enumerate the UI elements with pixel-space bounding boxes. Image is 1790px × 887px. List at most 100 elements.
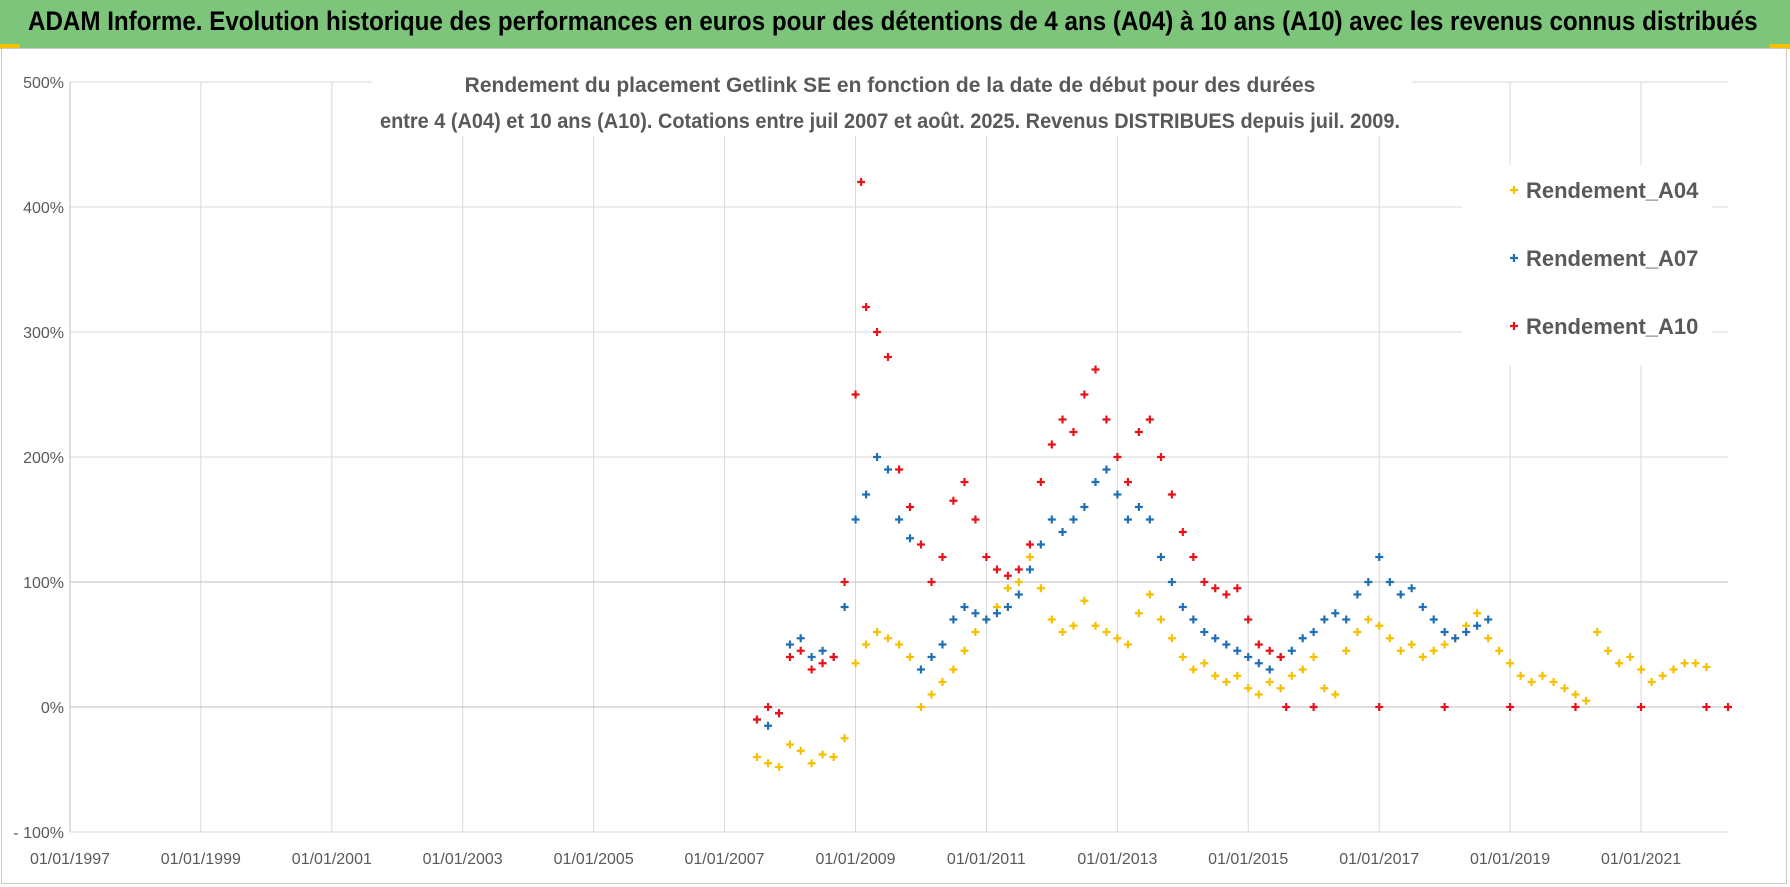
data-point: [895, 515, 904, 524]
data-point: [1091, 365, 1100, 374]
series-rendement-a10: [752, 178, 1732, 724]
x-tick-label: 01/01/2003: [423, 851, 503, 868]
data-point: [883, 353, 892, 361]
data-point: [1069, 428, 1078, 436]
data-point: [1331, 690, 1340, 699]
data-point: [1691, 659, 1700, 668]
data-point: [1282, 703, 1291, 711]
x-tick-label: 01/01/2011: [947, 851, 1026, 868]
legend-label: Rendement_A07: [1526, 246, 1698, 271]
data-point: [1102, 628, 1111, 636]
y-tick-label: 0%: [41, 700, 64, 717]
data-point: [906, 534, 915, 543]
data-point: [1178, 653, 1187, 661]
data-point: [752, 715, 761, 724]
banner-corner-left: [0, 44, 20, 49]
data-point: [1342, 646, 1351, 655]
legend-item: Rendement_A04: [1510, 178, 1699, 203]
data-point: [1014, 565, 1023, 574]
x-tick-label: 01/01/2007: [684, 851, 764, 868]
data-point: [1375, 703, 1384, 711]
data-point: [1506, 659, 1515, 668]
data-point: [1276, 684, 1285, 693]
data-point: [829, 653, 838, 661]
data-point: [1113, 490, 1122, 499]
chart-title-background: [372, 62, 1412, 136]
data-point: [1211, 634, 1220, 643]
data-point: [960, 478, 969, 486]
data-point: [1320, 615, 1329, 624]
data-point: [1658, 671, 1667, 680]
data-point: [1069, 621, 1078, 630]
data-point: [883, 465, 892, 474]
banner-corner-right: [1770, 44, 1790, 49]
data-point: [949, 496, 958, 505]
x-tick-label: 01/01/2013: [1077, 851, 1157, 868]
data-point: [906, 653, 915, 661]
data-point: [1265, 665, 1274, 674]
data-point: [1702, 703, 1711, 711]
data-point: [796, 746, 805, 755]
data-point: [1003, 584, 1012, 593]
data-point: [1102, 465, 1111, 474]
data-point: [927, 653, 936, 661]
data-point: [1309, 653, 1318, 661]
data-point: [1353, 628, 1362, 636]
data-point: [1287, 671, 1296, 680]
x-tick-label: 01/01/2019: [1470, 851, 1550, 868]
chart-legend: Rendement_A04 Rendement_A07 Rendement_A10: [1462, 165, 1712, 365]
data-point: [1604, 646, 1613, 655]
data-point: [1134, 503, 1143, 511]
data-point: [1510, 322, 1518, 330]
data-point: [1462, 628, 1471, 636]
data-point: [1440, 640, 1449, 649]
data-point: [1189, 553, 1198, 561]
data-point: [916, 540, 925, 549]
data-point: [1320, 684, 1329, 693]
legend-background: [1462, 165, 1712, 365]
data-point: [949, 615, 958, 624]
data-point: [1211, 584, 1220, 593]
data-point: [1385, 634, 1394, 643]
data-point: [895, 640, 904, 649]
y-tick-label: - 100%: [13, 825, 64, 842]
data-point: [1451, 634, 1460, 643]
chart-marks: [752, 178, 1732, 771]
data-point: [1516, 671, 1525, 680]
x-axis-tick-labels: 01/01/1997 01/01/1999 01/01/2001 01/01/2003…: [30, 851, 1681, 868]
data-point: [1396, 590, 1405, 599]
data-point: [851, 659, 860, 668]
data-point: [1375, 621, 1384, 630]
data-point: [1025, 553, 1034, 561]
data-point: [1265, 646, 1274, 655]
chart-subtitle: entre 4 (A04) et 10 ans (A10). Cotations…: [380, 110, 1400, 133]
data-point: [1560, 684, 1569, 693]
data-point: [1058, 528, 1067, 536]
data-point: [895, 465, 904, 474]
data-point: [1385, 578, 1394, 586]
data-point: [1200, 628, 1209, 636]
data-point: [1440, 703, 1449, 711]
data-point: [1145, 415, 1154, 424]
data-point: [818, 659, 827, 668]
chart-frame: [1, 48, 1787, 884]
data-point: [873, 628, 882, 636]
data-point: [1495, 646, 1504, 655]
data-point: [1637, 703, 1646, 711]
data-point: [1244, 615, 1253, 624]
legend-label: Rendement_A04: [1526, 178, 1699, 203]
data-point: [1058, 628, 1067, 636]
data-point: [807, 759, 816, 768]
data-point: [785, 653, 794, 661]
data-point: [1527, 678, 1536, 686]
x-tick-label: 01/01/2017: [1339, 851, 1419, 868]
data-point: [982, 553, 991, 561]
legend-item: Rendement_A10: [1510, 314, 1698, 339]
data-point: [862, 303, 871, 311]
x-tick-label: 01/01/2005: [554, 851, 634, 868]
data-point: [1549, 678, 1558, 686]
data-point: [1123, 515, 1132, 524]
data-point: [1418, 653, 1427, 661]
data-point: [1113, 634, 1122, 643]
data-point: [938, 640, 947, 649]
